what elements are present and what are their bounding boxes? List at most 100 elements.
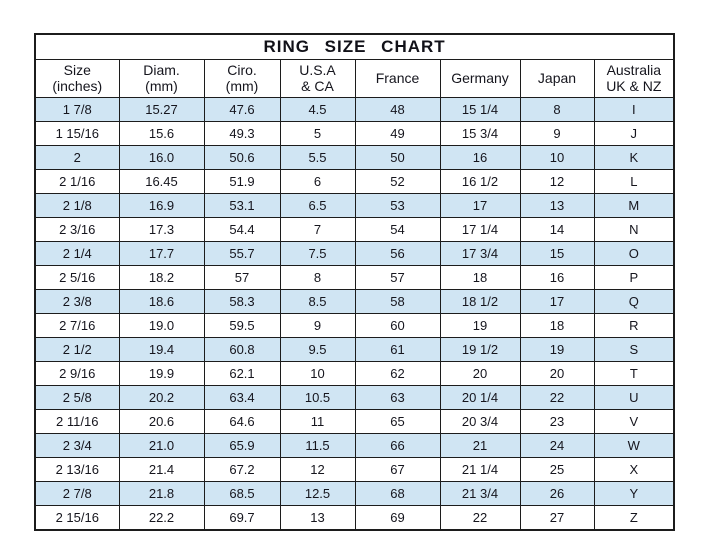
table-cell: 2 1/4 xyxy=(34,241,120,266)
table-cell: W xyxy=(593,433,675,458)
table-cell: 63 xyxy=(354,385,441,410)
table-cell: 12 xyxy=(519,169,595,194)
table-cell: 54 xyxy=(354,217,441,242)
table-cell: 17.7 xyxy=(118,241,205,266)
table-cell: 2 13/16 xyxy=(34,457,120,482)
table-cell: 9.5 xyxy=(279,337,356,362)
table-cell: 13 xyxy=(279,505,356,531)
col-header-australia-uk-nz: Australia UK & NZ xyxy=(593,59,675,98)
table-cell: 15.27 xyxy=(118,97,205,122)
table-cell: 53 xyxy=(354,193,441,218)
table-cell: 22.2 xyxy=(118,505,205,531)
table-cell: 66 xyxy=(354,433,441,458)
table-cell: 18 1/2 xyxy=(439,289,521,314)
chart-title: RING SIZE CHART xyxy=(34,33,675,60)
table-cell: 2 5/8 xyxy=(34,385,120,410)
table-cell: 16.9 xyxy=(118,193,205,218)
table-cell: 10 xyxy=(519,145,595,170)
table-cell: 65 xyxy=(354,409,441,434)
table-cell: 15 3/4 xyxy=(439,121,521,146)
table-cell: 52 xyxy=(354,169,441,194)
table-cell: 69 xyxy=(354,505,441,531)
table-cell: K xyxy=(593,145,675,170)
table-cell: 24 xyxy=(519,433,595,458)
table-row: 2 3/8 18.6 58.3 8.5 58 18 1/2 17 Q xyxy=(34,289,675,314)
table-cell: 27 xyxy=(519,505,595,531)
table-cell: 12 xyxy=(279,457,356,482)
table-cell: 17 3/4 xyxy=(439,241,521,266)
table-cell: 14 xyxy=(519,217,595,242)
table-cell: 10.5 xyxy=(279,385,356,410)
table-cell: 62 xyxy=(354,361,441,386)
table-cell: 21 1/4 xyxy=(439,457,521,482)
table-cell: 59.5 xyxy=(203,313,281,338)
table-cell: 5 xyxy=(279,121,356,146)
table-cell: 16 1/2 xyxy=(439,169,521,194)
table-cell: 7 xyxy=(279,217,356,242)
table-row: 2 1/8 16.9 53.1 6.5 53 17 13 M xyxy=(34,193,675,218)
table-cell: 11 xyxy=(279,409,356,434)
table-row: 2 1/16 16.45 51.9 6 52 16 1/2 12 L xyxy=(34,169,675,194)
table-cell: 49 xyxy=(354,121,441,146)
table-cell: 20.6 xyxy=(118,409,205,434)
table-cell: 21 xyxy=(439,433,521,458)
table-row: 2 3/16 17.3 54.4 7 54 17 1/4 14 N xyxy=(34,217,675,242)
table-cell: 65.9 xyxy=(203,433,281,458)
table-cell: T xyxy=(593,361,675,386)
table-cell: S xyxy=(593,337,675,362)
table-cell: 64.6 xyxy=(203,409,281,434)
table-cell: 2 3/8 xyxy=(34,289,120,314)
table-cell: 2 1/8 xyxy=(34,193,120,218)
table-row: 2 11/16 20.6 64.6 11 65 20 3/4 23 V xyxy=(34,409,675,434)
table-cell: 2 9/16 xyxy=(34,361,120,386)
table-cell: 54.4 xyxy=(203,217,281,242)
table-row: 2 1/4 17.7 55.7 7.5 56 17 3/4 15 O xyxy=(34,241,675,266)
table-cell: Z xyxy=(593,505,675,531)
table-cell: 48 xyxy=(354,97,441,122)
col-header-usa-ca: U.S.A & CA xyxy=(279,59,356,98)
table-cell: 58.3 xyxy=(203,289,281,314)
table-cell: 57 xyxy=(203,265,281,290)
table-cell: P xyxy=(593,265,675,290)
table-row: 2 7/16 19.0 59.5 9 60 19 18 R xyxy=(34,313,675,338)
col-header-circumference-mm: Ciro. (mm) xyxy=(203,59,281,98)
table-cell: N xyxy=(593,217,675,242)
table-cell: 26 xyxy=(519,481,595,506)
table-cell: X xyxy=(593,457,675,482)
table-cell: 21.4 xyxy=(118,457,205,482)
table-cell: I xyxy=(593,97,675,122)
table-cell: 9 xyxy=(519,121,595,146)
table-body: 1 7/8 15.27 47.6 4.5 48 15 1/4 8 I 1 15/16 15.6 49… xyxy=(34,97,675,531)
table-cell: 17 xyxy=(439,193,521,218)
table-cell: 67 xyxy=(354,457,441,482)
table-cell: 61 xyxy=(354,337,441,362)
table-cell: 2 15/16 xyxy=(34,505,120,531)
table-cell: 6.5 xyxy=(279,193,356,218)
table-cell: 16 xyxy=(519,265,595,290)
table-cell: 16.0 xyxy=(118,145,205,170)
table-cell: 2 11/16 xyxy=(34,409,120,434)
table-cell: L xyxy=(593,169,675,194)
table-cell: 13 xyxy=(519,193,595,218)
table-cell: 7.5 xyxy=(279,241,356,266)
table-cell: 18.6 xyxy=(118,289,205,314)
table-row: 2 16.0 50.6 5.5 50 16 10 K xyxy=(34,145,675,170)
table-cell: 69.7 xyxy=(203,505,281,531)
table-row: 2 15/16 22.2 69.7 13 69 22 27 Z xyxy=(34,505,675,531)
table-cell: 5.5 xyxy=(279,145,356,170)
col-header-japan: Japan xyxy=(519,59,595,98)
table-cell: 50 xyxy=(354,145,441,170)
col-header-size-inches: Size (inches) xyxy=(34,59,120,98)
table-cell: 20 3/4 xyxy=(439,409,521,434)
table-cell: 51.9 xyxy=(203,169,281,194)
table-cell: 16 xyxy=(439,145,521,170)
table-cell: M xyxy=(593,193,675,218)
table-cell: 53.1 xyxy=(203,193,281,218)
table-cell: 17.3 xyxy=(118,217,205,242)
table-row: 2 1/2 19.4 60.8 9.5 61 19 1/2 19 S xyxy=(34,337,675,362)
table-cell: R xyxy=(593,313,675,338)
table-cell: 57 xyxy=(354,265,441,290)
table-row: 1 15/16 15.6 49.3 5 49 15 3/4 9 J xyxy=(34,121,675,146)
table-row: 1 7/8 15.27 47.6 4.5 48 15 1/4 8 I xyxy=(34,97,675,122)
col-header-diameter-mm: Diam. (mm) xyxy=(118,59,205,98)
